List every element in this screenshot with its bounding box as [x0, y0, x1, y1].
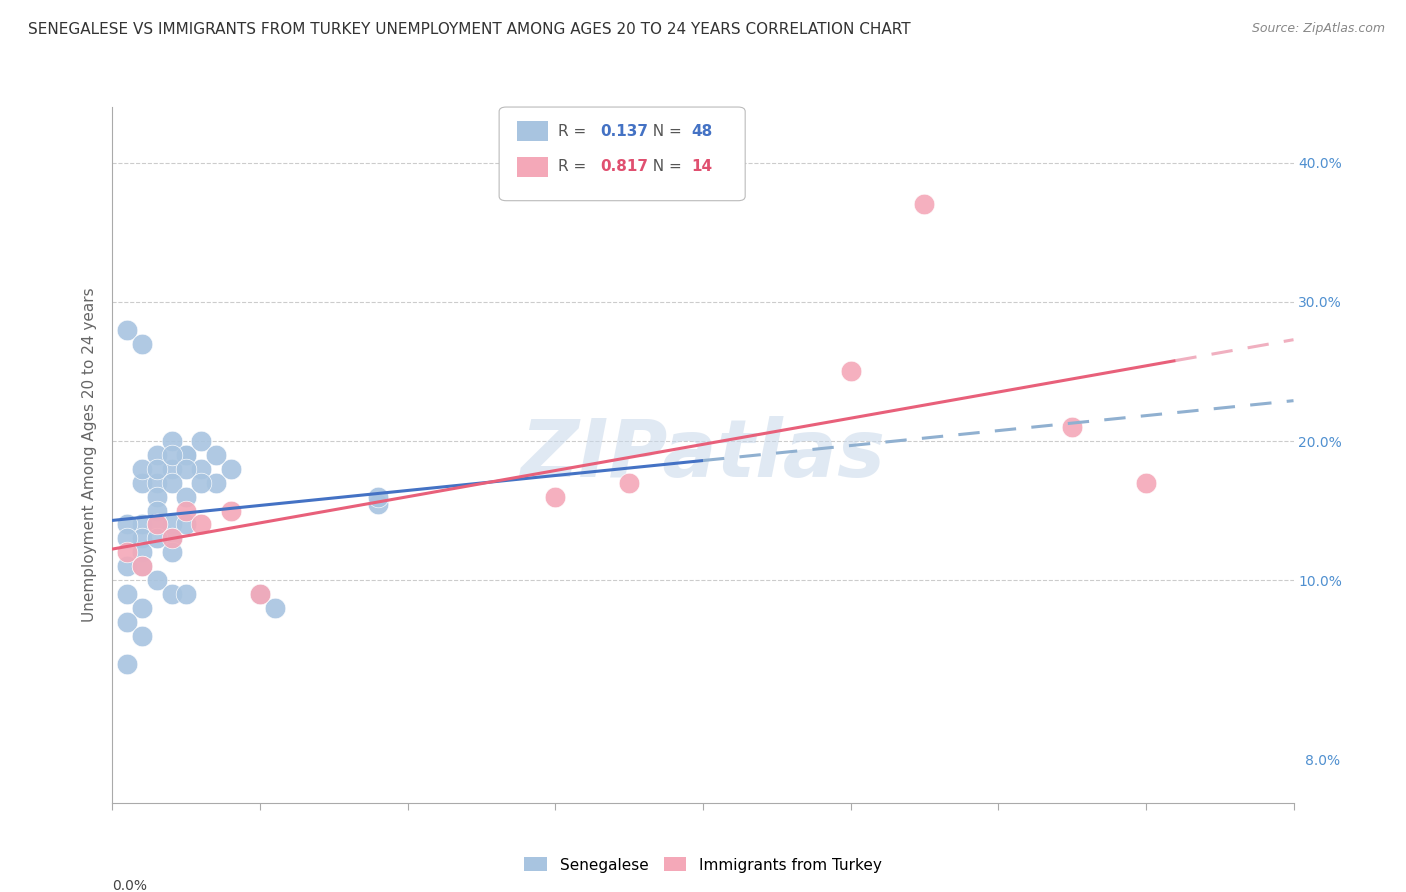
- Point: [131, 475, 153, 490]
- Point: [131, 559, 153, 574]
- Point: [117, 532, 138, 546]
- Point: [264, 601, 287, 615]
- Point: [219, 503, 242, 517]
- Point: [146, 490, 169, 504]
- Point: [1062, 420, 1084, 434]
- Text: R =: R =: [558, 160, 592, 174]
- Point: [160, 448, 183, 462]
- Point: [205, 448, 228, 462]
- Point: [174, 517, 197, 532]
- Text: 0.0%: 0.0%: [112, 880, 148, 892]
- Point: [1135, 475, 1157, 490]
- Point: [914, 197, 936, 211]
- Text: N =: N =: [643, 160, 686, 174]
- Point: [131, 336, 153, 351]
- Point: [619, 475, 641, 490]
- Point: [174, 587, 197, 601]
- Y-axis label: Unemployment Among Ages 20 to 24 years: Unemployment Among Ages 20 to 24 years: [82, 287, 97, 623]
- Point: [219, 462, 242, 476]
- Text: ZIPatlas: ZIPatlas: [520, 416, 886, 494]
- Point: [174, 462, 197, 476]
- Text: R =: R =: [558, 124, 592, 138]
- Point: [146, 517, 169, 532]
- Point: [174, 448, 197, 462]
- Point: [160, 545, 183, 559]
- Point: [367, 497, 389, 511]
- Point: [146, 573, 169, 587]
- Point: [117, 587, 138, 601]
- Point: [367, 490, 389, 504]
- Point: [146, 532, 169, 546]
- Point: [117, 559, 138, 574]
- Point: [131, 629, 153, 643]
- Point: [117, 323, 138, 337]
- Point: [117, 545, 138, 559]
- Text: 0.137: 0.137: [600, 124, 648, 138]
- Point: [839, 364, 862, 378]
- Point: [160, 517, 183, 532]
- Point: [160, 532, 183, 546]
- Point: [190, 462, 212, 476]
- Point: [146, 517, 169, 532]
- Point: [131, 462, 153, 476]
- Point: [131, 517, 153, 532]
- Text: 8.0%: 8.0%: [1305, 754, 1340, 768]
- Point: [174, 503, 197, 517]
- Point: [190, 517, 212, 532]
- Point: [544, 490, 567, 504]
- Point: [174, 490, 197, 504]
- Point: [117, 517, 138, 532]
- Legend: Senegalese, Immigrants from Turkey: Senegalese, Immigrants from Turkey: [519, 851, 887, 879]
- Point: [190, 434, 212, 448]
- Point: [160, 587, 183, 601]
- Point: [146, 475, 169, 490]
- Point: [249, 587, 271, 601]
- Text: SENEGALESE VS IMMIGRANTS FROM TURKEY UNEMPLOYMENT AMONG AGES 20 TO 24 YEARS CORR: SENEGALESE VS IMMIGRANTS FROM TURKEY UNE…: [28, 22, 911, 37]
- Point: [131, 532, 153, 546]
- Point: [160, 434, 183, 448]
- Text: N =: N =: [643, 124, 686, 138]
- Text: 48: 48: [692, 124, 713, 138]
- Text: 14: 14: [692, 160, 713, 174]
- Point: [131, 559, 153, 574]
- Point: [117, 657, 138, 671]
- Point: [146, 503, 169, 517]
- Text: 0.817: 0.817: [600, 160, 648, 174]
- Point: [190, 475, 212, 490]
- Point: [146, 448, 169, 462]
- Point: [174, 448, 197, 462]
- Text: Source: ZipAtlas.com: Source: ZipAtlas.com: [1251, 22, 1385, 36]
- Point: [160, 475, 183, 490]
- Point: [131, 601, 153, 615]
- Point: [205, 475, 228, 490]
- Point: [160, 462, 183, 476]
- Point: [160, 532, 183, 546]
- Point: [249, 587, 271, 601]
- Point: [117, 615, 138, 629]
- Point: [131, 545, 153, 559]
- Point: [146, 462, 169, 476]
